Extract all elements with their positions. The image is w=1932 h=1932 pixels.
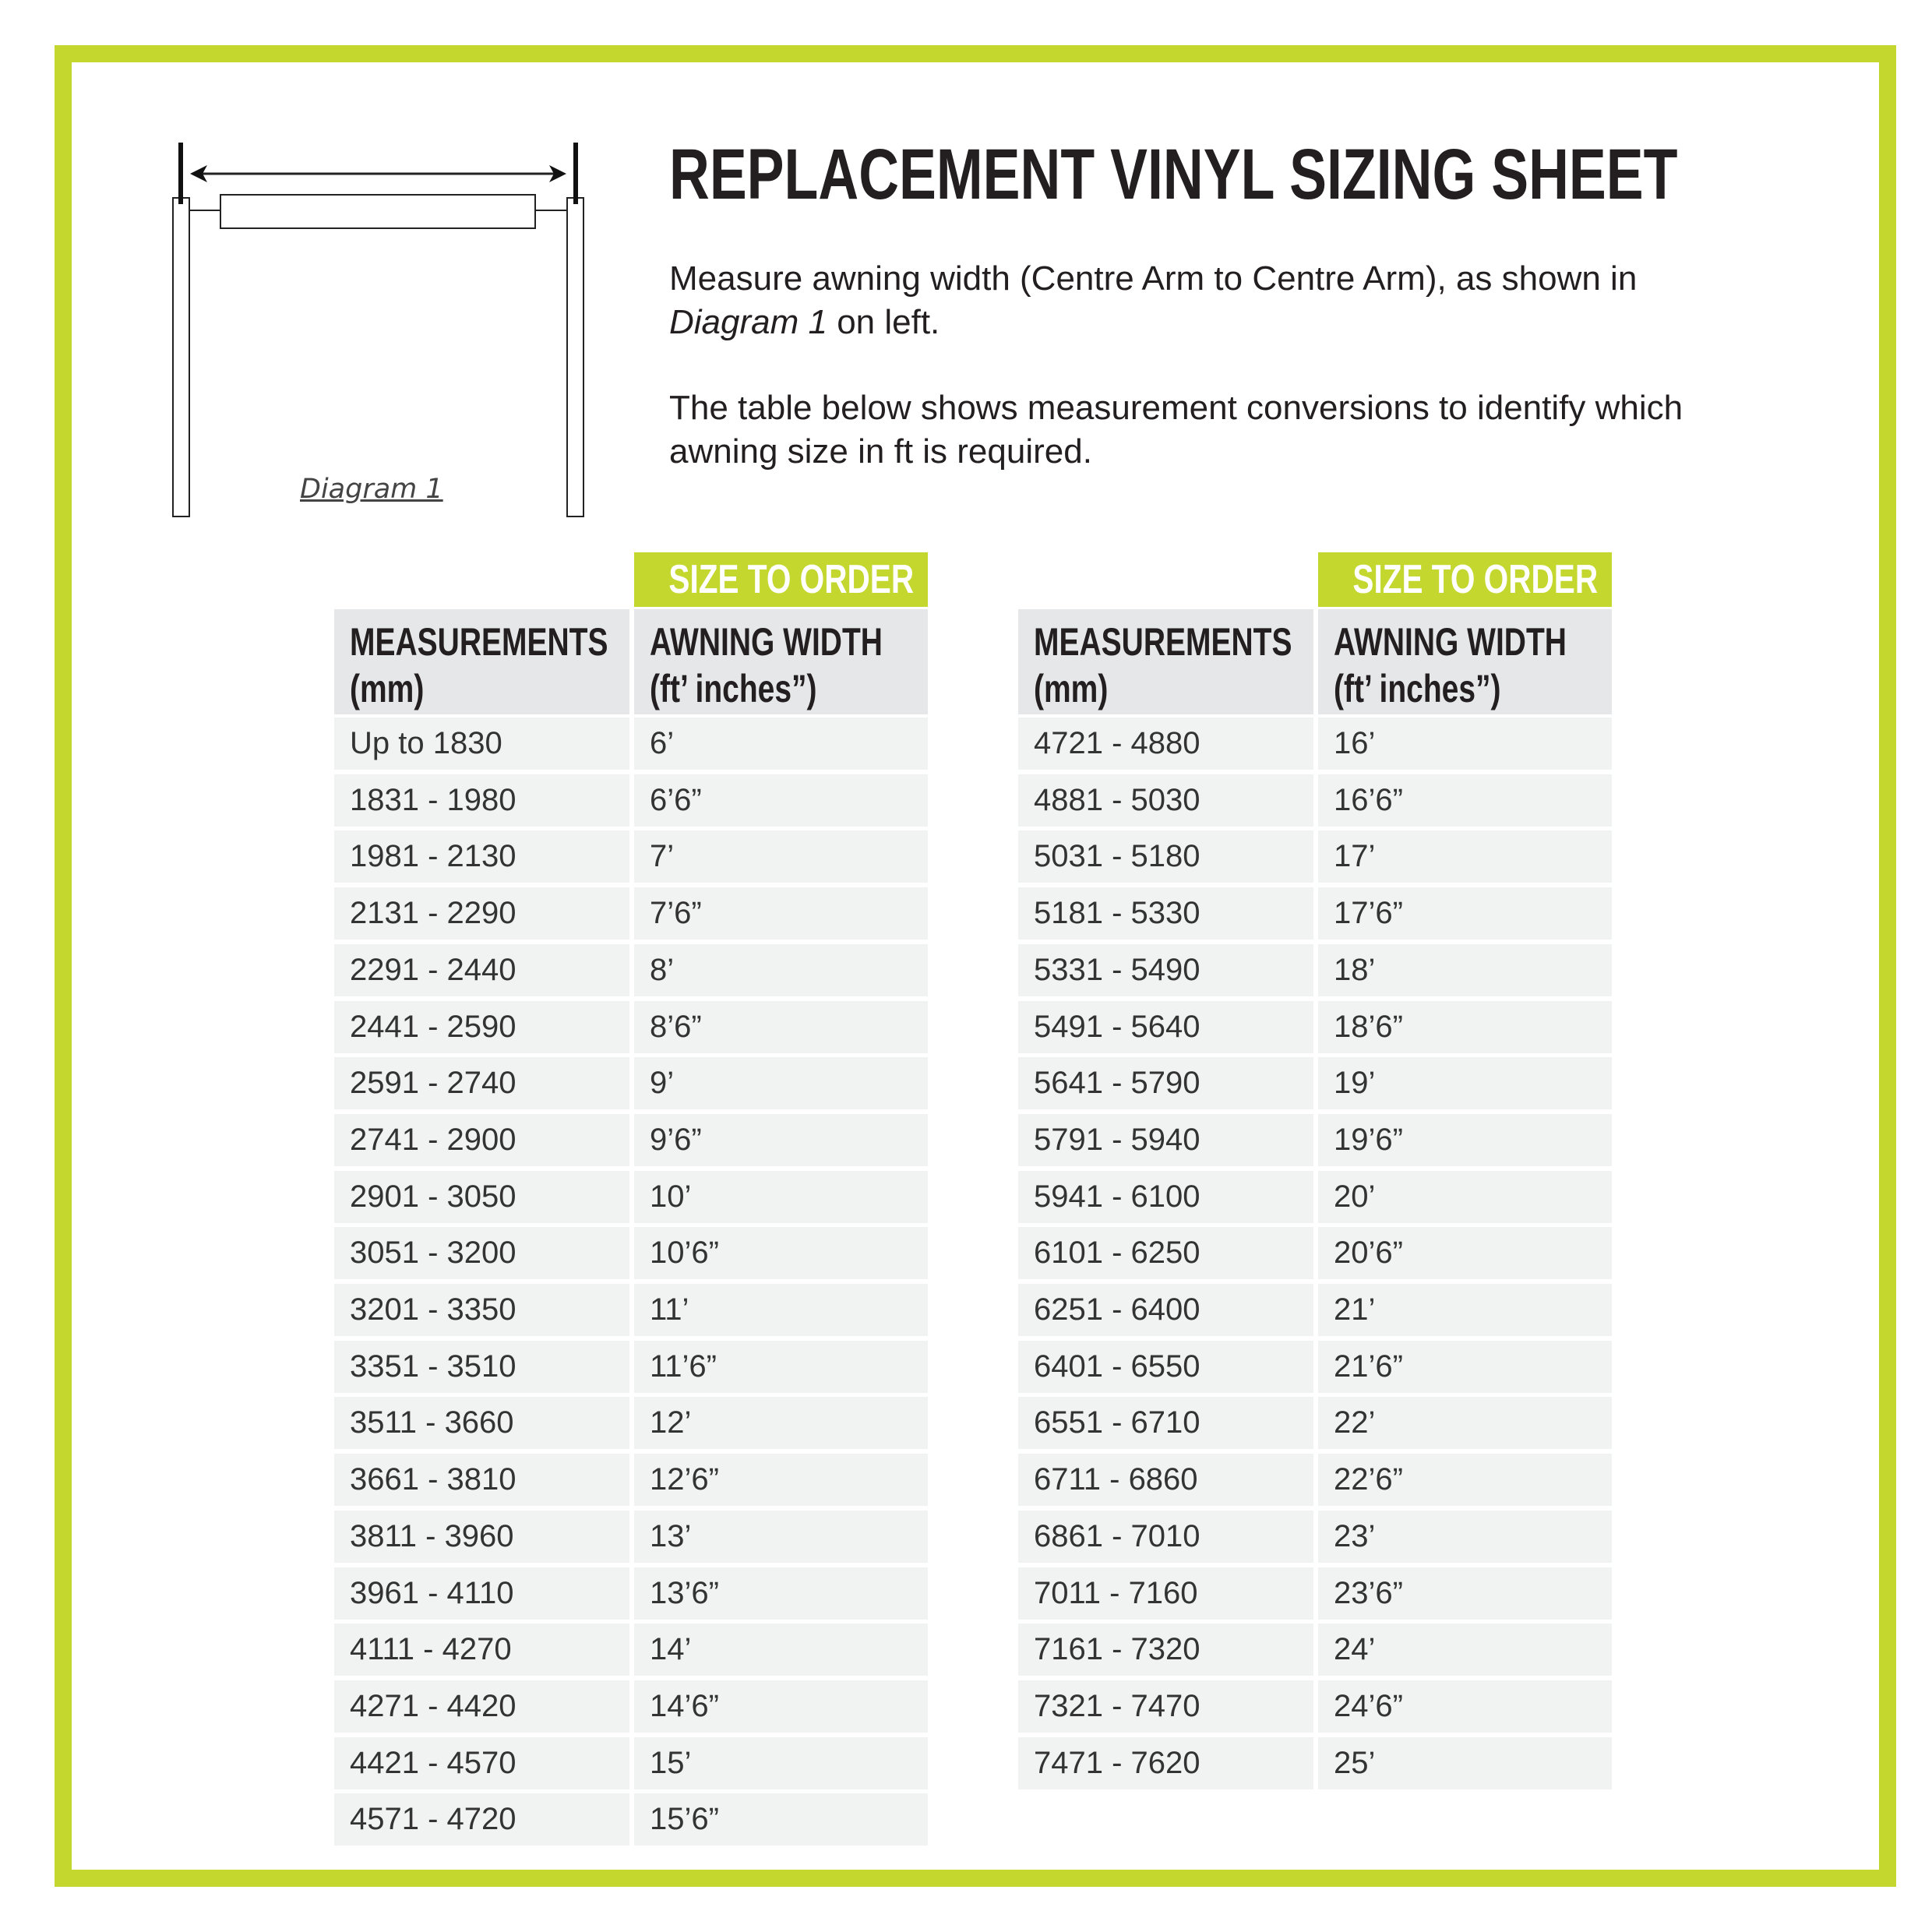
diagram-label: Diagram 1 xyxy=(300,474,443,505)
measurement-cell: 1981 - 2130 xyxy=(334,830,629,883)
awning-width-cell: 8’6” xyxy=(634,1000,928,1053)
awning-width-cell: 12’6” xyxy=(634,1454,928,1507)
measurements-header: MEASUREMENTS (mm) xyxy=(334,609,629,714)
awning-diagram xyxy=(172,143,584,517)
awning-width-cell: 21’6” xyxy=(1318,1340,1612,1393)
measurement-cell: 4421 - 4570 xyxy=(334,1736,629,1789)
awning-width-cell: 11’ xyxy=(634,1284,928,1336)
measurement-cell: 3811 - 3960 xyxy=(334,1510,629,1563)
measurement-cell: 6551 - 6710 xyxy=(1018,1397,1313,1450)
awning-width-cell: 18’ xyxy=(1318,943,1612,996)
measurement-cell: 5331 - 5490 xyxy=(1018,943,1313,996)
measurement-cell: 3961 - 4110 xyxy=(334,1567,629,1620)
page-title: REPLACEMENT VINYL SIZING SHEET xyxy=(669,135,1678,214)
measurement-cell: 6401 - 6550 xyxy=(1018,1340,1313,1393)
awning-width-cell: 14’ xyxy=(634,1624,928,1676)
measurement-cell: 3511 - 3660 xyxy=(334,1397,629,1450)
measurement-cell: 2441 - 2590 xyxy=(334,1000,629,1053)
roller-box xyxy=(220,194,536,229)
awning-width-cell: 23’ xyxy=(1318,1510,1612,1563)
awning-width-cell: 24’6” xyxy=(1318,1680,1612,1733)
awning-width-cell: 22’6” xyxy=(1318,1454,1612,1507)
awning-width-header: AWNING WIDTH (ft’ inches”) xyxy=(1318,609,1612,714)
awning-width-cell: 6’ xyxy=(634,717,928,770)
awning-width-cell: 13’ xyxy=(634,1510,928,1563)
measurement-cell: 2741 - 2900 xyxy=(334,1113,629,1166)
awning-width-cell: 14’6” xyxy=(634,1680,928,1733)
awning-width-cell: 9’ xyxy=(634,1057,928,1110)
measurements-header: MEASUREMENTS (mm) xyxy=(1018,609,1313,714)
measurement-cell: 4271 - 4420 xyxy=(334,1680,629,1733)
awning-width-cell: 9’6” xyxy=(634,1113,928,1166)
size-to-order-header: SIZE TO ORDER xyxy=(1318,552,1612,607)
awning-width-cell: 17’ xyxy=(1318,830,1612,883)
awning-width-cell: 10’6” xyxy=(634,1227,928,1280)
awning-width-cell: 7’ xyxy=(634,830,928,883)
awning-width-cell: 16’6” xyxy=(1318,774,1612,827)
measurement-cell: Up to 1830 xyxy=(334,717,629,770)
left-arm xyxy=(172,197,190,517)
measurement-cell: 4111 - 4270 xyxy=(334,1624,629,1676)
measurement-cell: 6251 - 6400 xyxy=(1018,1284,1313,1336)
measurement-cell: 3201 - 3350 xyxy=(334,1284,629,1336)
awning-width-cell: 8’ xyxy=(634,943,928,996)
measurement-cell: 5491 - 5640 xyxy=(1018,1000,1313,1053)
awning-width-cell: 20’ xyxy=(1318,1170,1612,1223)
measurement-cell: 5791 - 5940 xyxy=(1018,1113,1313,1166)
measurement-cell: 5641 - 5790 xyxy=(1018,1057,1313,1110)
measurement-cell: 6711 - 6860 xyxy=(1018,1454,1313,1507)
awning-width-header: AWNING WIDTH (ft’ inches”) xyxy=(634,609,928,714)
awning-width-cell: 21’ xyxy=(1318,1284,1612,1336)
awning-width-cell: 16’ xyxy=(1318,717,1612,770)
measurement-cell: 3051 - 3200 xyxy=(334,1227,629,1280)
awning-width-cell: 20’6” xyxy=(1318,1227,1612,1280)
size-to-order-header: SIZE TO ORDER xyxy=(634,552,928,607)
measurement-cell: 7161 - 7320 xyxy=(1018,1624,1313,1676)
measurement-cell: 3351 - 3510 xyxy=(334,1340,629,1393)
measurement-cell: 3661 - 3810 xyxy=(334,1454,629,1507)
awning-width-cell: 19’ xyxy=(1318,1057,1612,1110)
measurement-cell: 6101 - 6250 xyxy=(1018,1227,1313,1280)
awning-width-cell: 22’ xyxy=(1318,1397,1612,1450)
measurement-cell: 1831 - 1980 xyxy=(334,774,629,827)
awning-width-cell: 23’6” xyxy=(1318,1567,1612,1620)
awning-width-cell: 11’6” xyxy=(634,1340,928,1393)
page-border xyxy=(55,45,1896,1887)
intro-paragraph-1: Measure awning width (Centre Arm to Cent… xyxy=(669,259,1638,341)
measurement-cell: 4881 - 5030 xyxy=(1018,774,1313,827)
awning-width-cell: 15’6” xyxy=(634,1793,928,1846)
awning-width-cell: 7’6” xyxy=(634,887,928,940)
awning-width-cell: 24’ xyxy=(1318,1624,1612,1676)
measurement-cell: 2291 - 2440 xyxy=(334,943,629,996)
measurement-cell: 2131 - 2290 xyxy=(334,887,629,940)
measurement-cell: 7471 - 7620 xyxy=(1018,1736,1313,1789)
awning-width-cell: 6’6” xyxy=(634,774,928,827)
awning-width-cell: 10’ xyxy=(634,1170,928,1223)
awning-width-cell: 12’ xyxy=(634,1397,928,1450)
measurement-cell: 5181 - 5330 xyxy=(1018,887,1313,940)
measurement-cell: 2901 - 3050 xyxy=(334,1170,629,1223)
right-arm xyxy=(566,197,584,517)
measurement-cell: 4571 - 4720 xyxy=(334,1793,629,1846)
awning-width-cell: 15’ xyxy=(634,1736,928,1789)
awning-width-cell: 18’6” xyxy=(1318,1000,1612,1053)
measurement-cell: 7011 - 7160 xyxy=(1018,1567,1313,1620)
awning-width-cell: 19’6” xyxy=(1318,1113,1612,1166)
measurement-cell: 7321 - 7470 xyxy=(1018,1680,1313,1733)
awning-width-cell: 25’ xyxy=(1318,1736,1612,1789)
intro-paragraph-2: The table below shows measurement conver… xyxy=(669,389,1683,471)
measurement-cell: 6861 - 7010 xyxy=(1018,1510,1313,1563)
measurement-cell: 4721 - 4880 xyxy=(1018,717,1313,770)
awning-width-cell: 13’6” xyxy=(634,1567,928,1620)
measurement-cell: 2591 - 2740 xyxy=(334,1057,629,1110)
awning-width-cell: 17’6” xyxy=(1318,887,1612,940)
measurement-cell: 5941 - 6100 xyxy=(1018,1170,1313,1223)
measurement-cell: 5031 - 5180 xyxy=(1018,830,1313,883)
